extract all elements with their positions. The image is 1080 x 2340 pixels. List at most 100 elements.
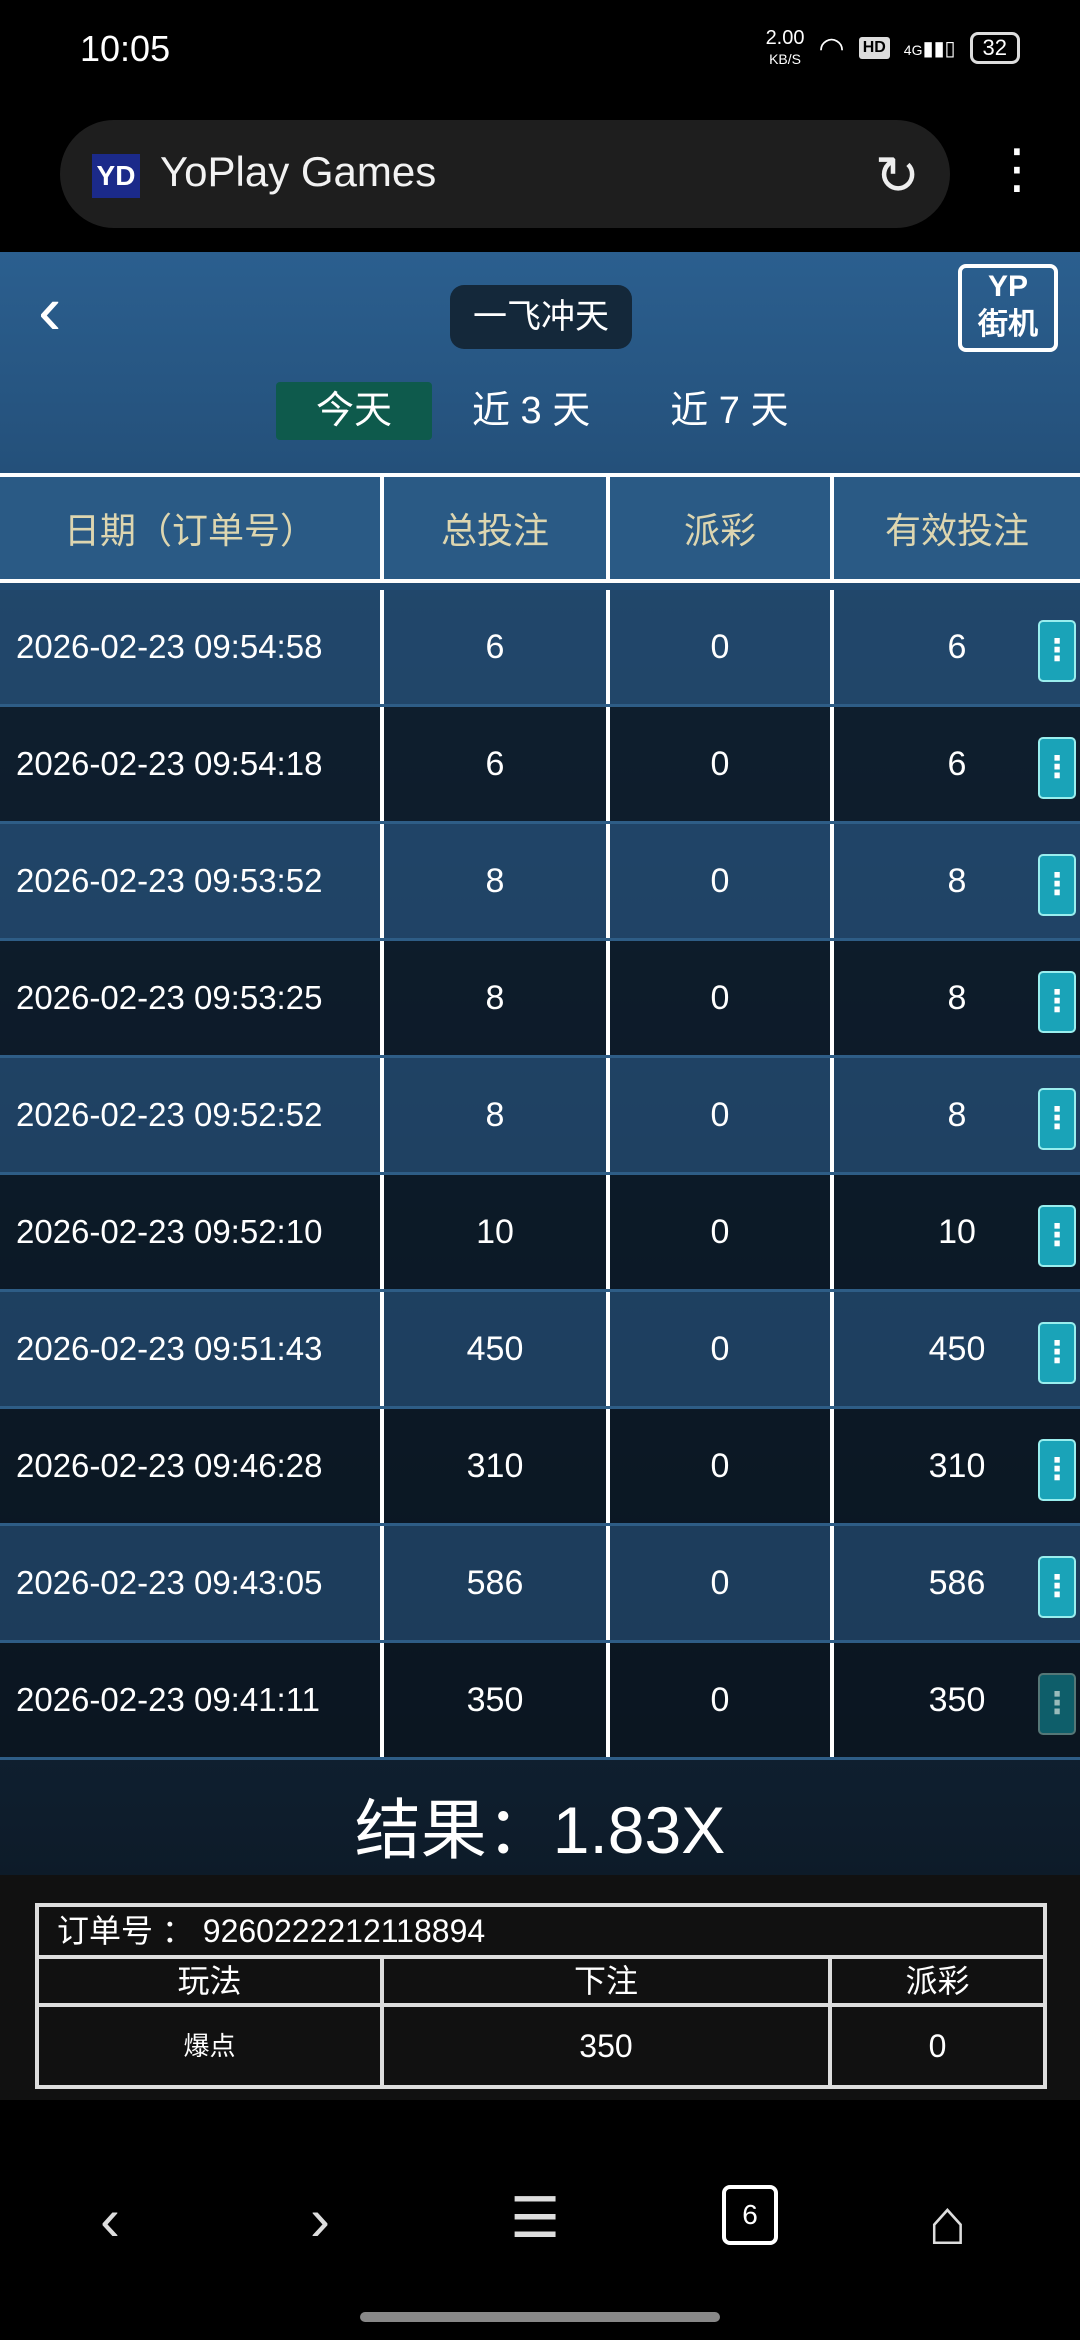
net-speed-unit: KB/S (769, 51, 801, 67)
forward-icon[interactable]: › (310, 2186, 330, 2253)
bet-records: 2026-02-23 09:54:58 6 0 6 ⋮ 2026-02-23 09:54:… (0, 590, 1080, 1760)
status-bar: 10:05 2.00 KB/S ◠ HD 4G▮▮▯ 32 (0, 0, 1080, 110)
cell-total-bet: 450 (384, 1292, 610, 1406)
col-payout: 派彩 (610, 477, 834, 579)
reload-icon[interactable]: ↻ (874, 146, 920, 206)
cell-date: 2026-02-23 09:52:10 (0, 1175, 384, 1289)
cell-total-bet: 310 (384, 1409, 610, 1523)
tab-today[interactable]: 今天 (276, 382, 432, 440)
logo-top: YP (987, 270, 1029, 303)
table-row: 2026-02-23 09:41:11 350 0 350 ⋮ (0, 1643, 1080, 1760)
cell-valid-bet: 450 (928, 1329, 986, 1368)
net-speed: 2.00 KB/S (766, 28, 805, 68)
detail-header-play: 玩法 (39, 1959, 384, 2007)
row-more-button[interactable]: ⋮ (1038, 737, 1076, 799)
clock: 10:05 (80, 28, 171, 69)
cell-valid-bet: 310 (928, 1446, 986, 1485)
cell-payout: 0 (610, 1175, 834, 1289)
address-bar[interactable]: YD YoPlay Games ↻ (60, 120, 950, 228)
cell-payout: 0 (610, 1643, 834, 1757)
cell-total-bet: 6 (384, 590, 610, 704)
row-more-button[interactable]: ⋮ (1038, 1439, 1076, 1501)
row-more-button[interactable]: ⋮ (1038, 971, 1076, 1033)
cell-date: 2026-02-23 09:51:43 (0, 1292, 384, 1406)
table-row: 2026-02-23 09:52:52 8 0 8 ⋮ (0, 1058, 1080, 1175)
col-total-bet: 总投注 (384, 477, 610, 579)
row-more-button[interactable]: ⋮ (1038, 854, 1076, 916)
cell-payout: 0 (610, 1409, 834, 1523)
table-row: 2026-02-23 09:46:28 310 0 310 ⋮ (0, 1409, 1080, 1526)
cell-date: 2026-02-23 09:46:28 (0, 1409, 384, 1523)
back-icon[interactable]: ‹ (100, 2186, 120, 2253)
cell-total-bet: 586 (384, 1526, 610, 1640)
table-header: 日期（订单号） 总投注 派彩 有效投注 (0, 473, 1080, 583)
cell-date: 2026-02-23 09:43:05 (0, 1526, 384, 1640)
row-more-button[interactable]: ⋮ (1038, 1673, 1076, 1735)
cell-total-bet: 8 (384, 1058, 610, 1172)
cell-payout: 0 (610, 1526, 834, 1640)
cell-date: 2026-02-23 09:54:18 (0, 707, 384, 821)
cell-total-bet: 10 (384, 1175, 610, 1289)
cell-valid-bet: 586 (928, 1563, 986, 1602)
cell-valid-bet: 6 (947, 627, 967, 666)
detail-payout: 0 (928, 2028, 947, 2064)
order-detail-table: 订单号 ： 9260222212118894 玩法 下注 派彩 爆点 350 0 (35, 1903, 1047, 2089)
yp-logo: YP 街机 (958, 264, 1058, 352)
cell-date: 2026-02-23 09:52:52 (0, 1058, 384, 1172)
tab-3-days[interactable]: 近 3 天 (472, 390, 591, 432)
result-text: 结果：1.83X (354, 1793, 726, 1867)
order-number: 订单号 ： 9260222212118894 (39, 1907, 1043, 1959)
cell-valid-bet: 10 (938, 1212, 976, 1251)
table-row: 2026-02-23 09:54:58 6 0 6 ⋮ (0, 590, 1080, 707)
more-menu-icon[interactable]: ⋮ (990, 139, 1044, 199)
cell-date: 2026-02-23 09:54:58 (0, 590, 384, 704)
tabs-button[interactable]: 6 (722, 2185, 778, 2245)
row-more-button[interactable]: ⋮ (1038, 1205, 1076, 1267)
cell-payout: 0 (610, 824, 834, 938)
row-more-button[interactable]: ⋮ (1038, 1322, 1076, 1384)
row-more-button[interactable]: ⋮ (1038, 620, 1076, 682)
table-row: 2026-02-23 09:53:52 8 0 8 ⋮ (0, 824, 1080, 941)
cell-valid-bet: 8 (947, 861, 967, 900)
browser-bottom-nav: ‹ › ☰ 6 ⌂ (0, 2100, 1080, 2340)
cell-total-bet: 350 (384, 1643, 610, 1757)
cell-payout: 0 (610, 590, 834, 704)
menu-icon[interactable]: ☰ (510, 2186, 561, 2249)
order-detail-panel: 订单号 ： 9260222212118894 玩法 下注 派彩 爆点 350 0 (0, 1875, 1080, 2100)
cell-valid-bet: 8 (947, 1095, 967, 1134)
cell-total-bet: 6 (384, 707, 610, 821)
cell-valid-bet: 8 (947, 978, 967, 1017)
cell-date: 2026-02-23 09:41:11 (0, 1643, 384, 1757)
back-arrow-icon[interactable]: ‹ (38, 271, 62, 349)
row-more-button[interactable]: ⋮ (1038, 1556, 1076, 1618)
hd-icon: HD (858, 37, 890, 59)
site-favicon: YD (92, 154, 140, 198)
table-row: 2026-02-23 09:54:18 6 0 6 ⋮ (0, 707, 1080, 824)
cell-payout: 0 (610, 707, 834, 821)
col-date: 日期（订单号） (0, 477, 384, 579)
detail-header-bet: 下注 (384, 1959, 832, 2007)
cell-date: 2026-02-23 09:53:52 (0, 824, 384, 938)
col-valid-bet: 有效投注 (884, 510, 1029, 551)
cell-payout: 0 (610, 1058, 834, 1172)
row-more-button[interactable]: ⋮ (1038, 1088, 1076, 1150)
signal-icon: 4G▮▮▯ (903, 37, 956, 60)
table-row: 2026-02-23 09:51:43 450 0 450 ⋮ (0, 1292, 1080, 1409)
detail-header-payout: 派彩 (832, 1959, 1043, 2007)
cell-valid-bet: 6 (947, 744, 967, 783)
cell-date: 2026-02-23 09:53:25 (0, 941, 384, 1055)
game-title: 一飞冲天 (450, 285, 632, 349)
tab-7-days[interactable]: 近 7 天 (670, 390, 789, 432)
wifi-icon: ◠ (818, 31, 845, 65)
cell-payout: 0 (610, 1292, 834, 1406)
detail-play: 爆点 (39, 2007, 384, 2085)
home-icon[interactable]: ⌂ (928, 2186, 967, 2258)
gesture-bar[interactable] (360, 2312, 720, 2322)
cell-total-bet: 8 (384, 824, 610, 938)
table-row: 2026-02-23 09:43:05 586 0 586 ⋮ (0, 1526, 1080, 1643)
logo-bottom: 街机 (978, 308, 1038, 341)
signal-label: 4G (903, 41, 923, 58)
battery-icon: 32 (969, 32, 1020, 64)
status-icons: 2.00 KB/S ◠ HD 4G▮▮▯ 32 (766, 28, 1020, 68)
table-row: 2026-02-23 09:53:25 8 0 8 ⋮ (0, 941, 1080, 1058)
